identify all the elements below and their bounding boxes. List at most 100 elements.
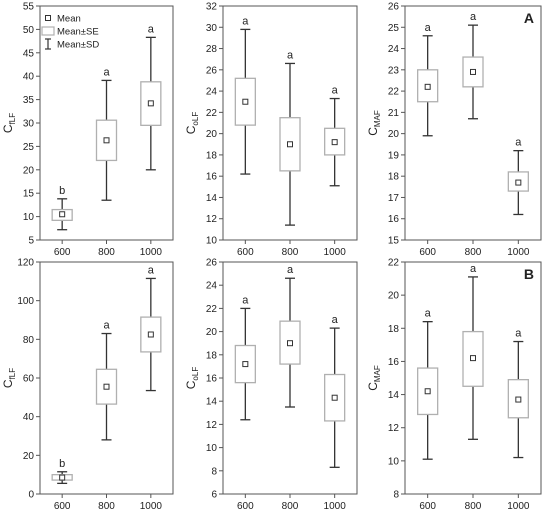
y-tick-label: 14 bbox=[206, 193, 218, 204]
x-tick-label: 1000 bbox=[507, 247, 530, 258]
significance-letter: a bbox=[332, 314, 339, 326]
y-tick-label: 20 bbox=[206, 129, 218, 140]
chart-panel-A2: 10 12 14 16 18 20 22 24 26 28 30 32 600 800 1000 CoLF a a… bbox=[184, 2, 358, 258]
y-tick-label: 26 bbox=[206, 65, 218, 76]
y-tick-label: 100 bbox=[17, 296, 34, 307]
y-axis-label-subscript: oLF bbox=[191, 112, 200, 126]
y-tick-label: 18 bbox=[206, 350, 218, 361]
mean-marker bbox=[470, 355, 476, 362]
y-tick-label: 40 bbox=[23, 72, 35, 83]
y-tick-label: 10 bbox=[23, 212, 35, 223]
x-tick-label: 600 bbox=[54, 501, 71, 509]
mean-marker bbox=[424, 83, 431, 90]
row-label: A bbox=[524, 10, 534, 26]
y-tick-label: 24 bbox=[206, 281, 218, 292]
y-tick-label: 19 bbox=[388, 150, 400, 161]
y-tick-label: 20 bbox=[206, 327, 218, 338]
y-tick-label: 28 bbox=[206, 44, 218, 55]
y-tick-label: 35 bbox=[23, 95, 35, 106]
y-tick-label: 25 bbox=[388, 23, 400, 34]
y-tick-label: 10 bbox=[206, 443, 218, 454]
y-tick-label: 22 bbox=[206, 108, 218, 119]
legend-label: Mean±SD bbox=[57, 40, 99, 51]
mean-marker bbox=[515, 179, 522, 186]
x-tick-label: 800 bbox=[465, 247, 482, 258]
y-tick-label: 15 bbox=[23, 189, 35, 200]
legend-mean-symbol bbox=[45, 15, 51, 21]
legend-label: Mean bbox=[57, 14, 81, 25]
y-tick-label: 16 bbox=[388, 357, 400, 368]
significance-letter: a bbox=[242, 294, 249, 306]
significance-letter: a bbox=[148, 23, 155, 35]
y-tick-label: 26 bbox=[388, 2, 400, 13]
y-tick-label: 18 bbox=[388, 172, 400, 183]
significance-letter: a bbox=[242, 15, 249, 27]
y-tick-label: 26 bbox=[206, 258, 218, 269]
y-axis-label: CfLF bbox=[1, 113, 17, 133]
y-tick-label: 0 bbox=[28, 490, 34, 501]
y-axis-label-subscript: MAF bbox=[373, 365, 382, 382]
y-tick-label: 10 bbox=[388, 456, 400, 467]
y-tick-label: 30 bbox=[23, 119, 35, 130]
significance-letter: a bbox=[287, 264, 294, 276]
mean-marker bbox=[287, 340, 293, 347]
chart-panel-B3: 8 10 12 14 16 18 20 22 600 800 1000 CMAF a a a B bbox=[366, 258, 542, 509]
y-tick-label: 120 bbox=[17, 258, 34, 269]
x-tick-label: 600 bbox=[237, 501, 254, 509]
significance-letter: a bbox=[103, 320, 110, 332]
x-tick-label: 1000 bbox=[324, 247, 347, 258]
y-tick-label: 15 bbox=[388, 236, 400, 247]
x-tick-label: 800 bbox=[282, 247, 299, 258]
y-tick-label: 22 bbox=[206, 304, 218, 315]
mean-marker bbox=[147, 100, 154, 107]
mean-marker bbox=[331, 139, 338, 146]
chart-panel-B1: 0 20 40 60 80 100 120 600 800 1000 CfLF b a a bbox=[1, 258, 174, 509]
x-tick-label: 600 bbox=[237, 247, 254, 258]
chart-panel-B2: 6 8 10 12 14 16 18 20 22 24 26 600 800 1000 CoLF a a a bbox=[184, 258, 358, 509]
y-tick-label: 24 bbox=[388, 44, 400, 55]
significance-letter: a bbox=[103, 66, 110, 78]
y-tick-label: 6 bbox=[211, 490, 217, 501]
legend-label: Mean±SE bbox=[57, 27, 99, 38]
y-tick-label: 14 bbox=[206, 397, 218, 408]
mean-marker bbox=[59, 474, 66, 481]
y-axis-label-subscript: fLF bbox=[8, 368, 17, 380]
significance-letter: a bbox=[425, 308, 432, 320]
y-tick-label: 25 bbox=[23, 142, 35, 153]
y-tick-label: 8 bbox=[393, 490, 399, 501]
y-tick-label: 16 bbox=[206, 172, 218, 183]
y-axis-label-subscript: MAF bbox=[373, 110, 382, 127]
significance-letter: b bbox=[59, 458, 65, 470]
significance-letter: a bbox=[425, 22, 432, 34]
y-tick-label: 10 bbox=[206, 236, 218, 247]
y-axis-label: CMAF bbox=[366, 365, 382, 391]
y-axis-label: CfLF bbox=[1, 368, 17, 388]
y-tick-label: 60 bbox=[23, 374, 35, 385]
significance-letter: a bbox=[515, 137, 522, 149]
x-tick-label: 600 bbox=[54, 247, 71, 258]
x-tick-label: 1000 bbox=[140, 501, 163, 509]
y-axis-label-subscript: oLF bbox=[191, 367, 200, 381]
x-tick-label: 800 bbox=[465, 501, 482, 509]
mean-marker bbox=[103, 137, 110, 144]
significance-letter: b bbox=[59, 185, 65, 197]
y-tick-label: 14 bbox=[388, 390, 400, 401]
mean-marker bbox=[242, 361, 249, 368]
y-axis-label: CoLF bbox=[184, 367, 200, 390]
y-tick-label: 22 bbox=[388, 87, 400, 98]
y-tick-label: 45 bbox=[23, 48, 35, 59]
mean-marker bbox=[242, 98, 249, 105]
y-tick-label: 50 bbox=[23, 25, 35, 36]
x-tick-label: 1000 bbox=[140, 247, 163, 258]
mean-marker bbox=[287, 141, 293, 148]
chart-panel-A3: 15 16 17 18 19 20 21 22 23 24 25 26 600 800 1000 CMAF a a… bbox=[366, 2, 542, 258]
y-tick-label: 21 bbox=[388, 108, 400, 119]
x-tick-label: 800 bbox=[282, 501, 299, 509]
y-tick-label: 20 bbox=[23, 451, 35, 462]
y-tick-label: 12 bbox=[388, 423, 400, 434]
row-label: B bbox=[524, 266, 534, 282]
y-tick-label: 32 bbox=[206, 2, 218, 13]
x-tick-label: 1000 bbox=[324, 501, 347, 509]
mean-marker bbox=[147, 331, 154, 338]
y-tick-label: 23 bbox=[388, 65, 400, 76]
